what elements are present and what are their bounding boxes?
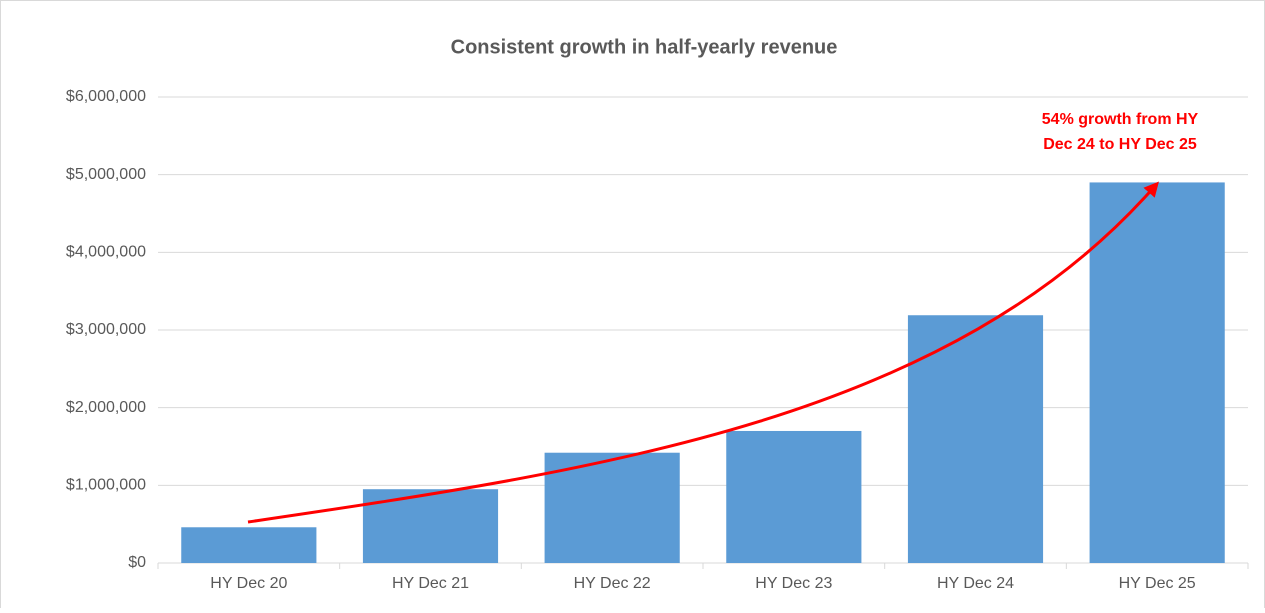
x-tick-label: HY Dec 22 (574, 575, 651, 592)
x-tick-label: HY Dec 23 (755, 575, 832, 592)
bar (726, 430, 862, 563)
y-tick-label: $3,000,000 (66, 321, 146, 338)
bar (1089, 182, 1225, 563)
y-tick-label: $0 (128, 554, 146, 571)
bar (544, 452, 680, 563)
bar (181, 527, 317, 563)
x-tick-label: HY Dec 24 (937, 575, 1014, 592)
annotation: Dec 24 to HY Dec 25 (1043, 136, 1197, 153)
y-tick-label: $1,000,000 (66, 477, 146, 494)
y-tick-label: $6,000,000 (66, 88, 146, 105)
y-tick-label: $5,000,000 (66, 166, 146, 183)
y-tick-label: $4,000,000 (66, 244, 146, 261)
bar (907, 315, 1044, 563)
y-tick-label: $2,000,000 (66, 399, 146, 416)
x-tick-label: HY Dec 20 (210, 575, 287, 592)
x-tick-label: HY Dec 25 (1119, 575, 1196, 592)
chart-title: Consistent growth in half-yearly revenue (451, 36, 838, 58)
growth-arrow (247, 181, 1159, 524)
annotation: 54% growth from HY (1042, 111, 1199, 128)
x-tick-label: HY Dec 21 (392, 575, 469, 592)
